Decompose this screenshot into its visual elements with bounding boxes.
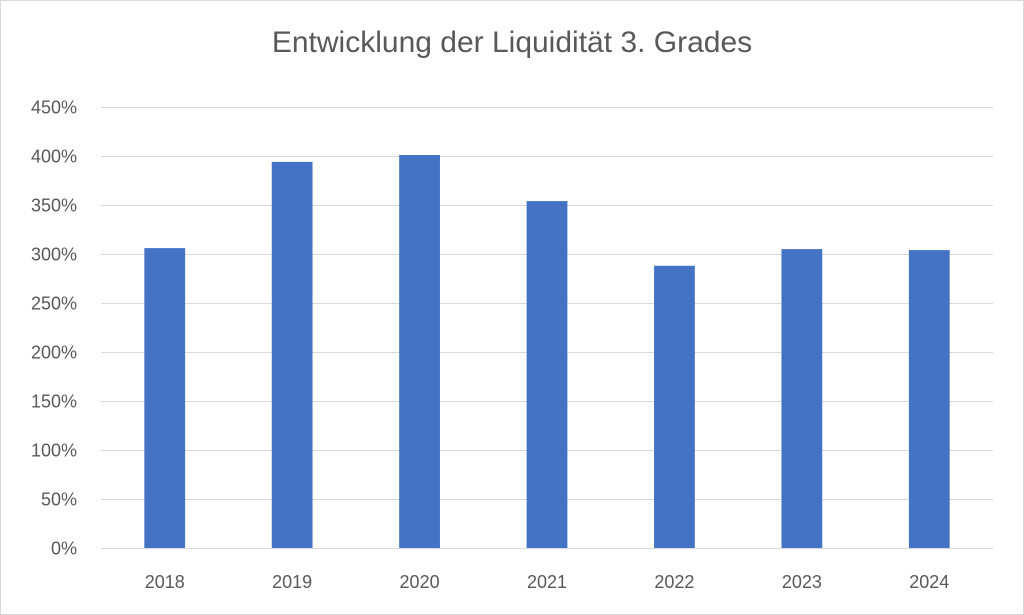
y-tick-label: 300% [31, 245, 77, 265]
x-tick-label: 2021 [527, 572, 567, 592]
bar-2019 [271, 161, 313, 548]
x-tick-label: 2022 [654, 572, 694, 592]
y-tick-label: 450% [31, 98, 77, 118]
chart-title: Entwicklung der Liquidität 3. Grades [271, 26, 753, 59]
x-axis-tick-labels: 2018 2019 2020 2021 2022 2023 2024 [145, 572, 950, 592]
x-tick-label: 2023 [782, 572, 822, 592]
bar-2021 [526, 201, 568, 548]
y-tick-label: 50% [41, 490, 77, 510]
bar-2022 [654, 265, 695, 548]
bar-2020 [399, 155, 440, 548]
bar-2024 [908, 250, 950, 548]
x-tick-label: 2024 [909, 572, 949, 592]
y-tick-label: 150% [31, 392, 77, 412]
bar-2023 [781, 249, 823, 548]
y-tick-label: 350% [31, 196, 77, 216]
bar-2018 [144, 248, 186, 548]
x-tick-label: 2020 [400, 572, 440, 592]
x-tick-label: 2018 [145, 572, 185, 592]
x-tick-label: 2019 [272, 572, 312, 592]
y-tick-label: 250% [31, 294, 77, 314]
y-tick-label: 100% [31, 441, 77, 461]
y-tick-label: 200% [31, 343, 77, 363]
bars [144, 155, 950, 548]
y-tick-label: 0% [51, 539, 77, 559]
y-axis-tick-labels: 0% 50% 100% 150% 200% 250% 300% 350% 400% 450% [31, 98, 77, 559]
y-tick-label: 400% [31, 147, 77, 167]
